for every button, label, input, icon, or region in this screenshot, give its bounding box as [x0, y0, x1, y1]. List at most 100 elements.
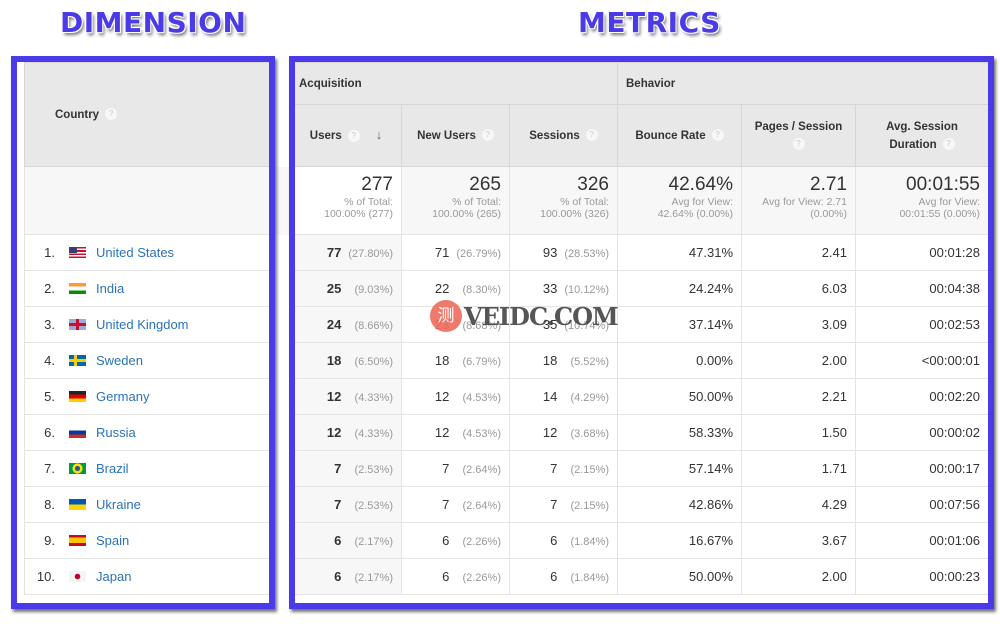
- bounce-rate-cell: 50.00%: [617, 558, 742, 595]
- row-rank: 5.: [44, 389, 55, 404]
- country-cell: 10. Japan: [24, 558, 271, 595]
- users-cell: 6 (2.17%): [290, 522, 402, 559]
- country-cell: 8. Ukraine: [24, 486, 271, 523]
- flag-in-icon: [69, 283, 86, 294]
- new-users-cell: 18 (6.79%): [401, 342, 510, 379]
- country-cell: 3. United Kingdom: [24, 306, 271, 343]
- users-cell: 18 (6.50%): [290, 342, 402, 379]
- row-rank: 10.: [36, 569, 55, 584]
- pages-per-session-cell: 3.09: [741, 306, 856, 343]
- avg-session-duration-cell: 00:04:38: [855, 270, 989, 307]
- flag-gb-icon: [69, 319, 86, 330]
- row-rank: 1.: [44, 245, 55, 260]
- column-header-country[interactable]: Country?: [24, 62, 271, 167]
- avg-session-duration-cell: 00:02:20: [855, 378, 989, 415]
- total-new-users: 265% of Total: 100.00% (265): [401, 166, 510, 235]
- bounce-rate-cell: 58.33%: [617, 414, 742, 451]
- pages-per-session-cell: 2.41: [741, 234, 856, 271]
- total-bounce-rate: 42.64% Avg for View: 42.64% (0.00%): [617, 166, 742, 235]
- users-cell: 7 (2.53%): [290, 450, 402, 487]
- country-link[interactable]: Ukraine: [96, 497, 141, 512]
- pages-per-session-cell: 2.21: [741, 378, 856, 415]
- help-icon[interactable]: ?: [792, 138, 805, 151]
- flag-se-icon: [69, 355, 86, 366]
- column-header-avg-session-duration[interactable]: Avg. Session Duration?: [855, 104, 989, 167]
- table-row-united-kingdom: 3. United Kingdom 24 (8.66%) 23 (8.68%) 3…: [24, 306, 989, 343]
- flag-ru-icon: [69, 427, 86, 438]
- country-link[interactable]: India: [96, 281, 125, 296]
- pages-per-session-cell: 2.00: [741, 342, 856, 379]
- sessions-cell: 12 (3.68%): [509, 414, 618, 451]
- bounce-rate-cell: 0.00%: [617, 342, 742, 379]
- column-header-pages-per-session[interactable]: Pages / Session?: [741, 104, 856, 167]
- country-cell: 2. India: [24, 270, 271, 307]
- country-cell: 9. Spain: [24, 522, 271, 559]
- sessions-cell: 33 (10.12%): [509, 270, 618, 307]
- new-users-cell: 12 (4.53%): [401, 414, 510, 451]
- pages-per-session-cell: 3.67: [741, 522, 856, 559]
- users-cell: 25 (9.03%): [290, 270, 402, 307]
- pages-per-session-cell: 2.00: [741, 558, 856, 595]
- row-rank: 9.: [44, 533, 55, 548]
- table-row-japan: 10. Japan 6 (2.17%) 6 (2.26%) 6 (1.84%) 5…: [24, 558, 989, 595]
- users-cell: 77 (27.80%): [290, 234, 402, 271]
- help-icon[interactable]: ?: [481, 129, 494, 142]
- group-header-behavior: Behavior: [617, 62, 989, 105]
- country-link[interactable]: Japan: [96, 569, 132, 584]
- new-users-cell: 7 (2.64%): [401, 450, 510, 487]
- users-cell: 12 (4.33%): [290, 378, 402, 415]
- avg-session-duration-cell: 00:02:53: [855, 306, 989, 343]
- sessions-cell: 18 (5.52%): [509, 342, 618, 379]
- country-link[interactable]: Brazil: [96, 461, 129, 476]
- country-link[interactable]: Spain: [96, 533, 130, 548]
- avg-session-duration-cell: <00:00:01: [855, 342, 989, 379]
- country-cell: 4. Sweden: [24, 342, 271, 379]
- sessions-cell: 14 (4.29%): [509, 378, 618, 415]
- table-row-ukraine: 8. Ukraine 7 (2.53%) 7 (2.64%) 7 (2.15%) …: [24, 486, 989, 523]
- new-users-cell: 12 (4.53%): [401, 378, 510, 415]
- new-users-cell: 71 (26.79%): [401, 234, 510, 271]
- help-icon[interactable]: ?: [585, 129, 598, 142]
- metrics-annotation-label: METRICS: [578, 6, 721, 39]
- flag-ua-icon: [69, 499, 86, 510]
- column-header-users[interactable]: Users? ↓: [290, 104, 402, 167]
- country-cell: 7. Brazil: [24, 450, 271, 487]
- help-icon[interactable]: ?: [347, 129, 360, 142]
- bounce-rate-cell: 57.14%: [617, 450, 742, 487]
- table-row-spain: 9. Spain 6 (2.17%) 6 (2.26%) 6 (1.84%) 16…: [24, 522, 989, 559]
- pages-per-session-cell: 4.29: [741, 486, 856, 523]
- avg-session-duration-cell: 00:00:02: [855, 414, 989, 451]
- country-cell: 5. Germany: [24, 378, 271, 415]
- bounce-rate-cell: 37.14%: [617, 306, 742, 343]
- column-header-bounce-rate[interactable]: Bounce Rate?: [617, 104, 742, 167]
- total-pages-per-session: 2.71 Avg for View: 2.71 (0.00%): [741, 166, 856, 235]
- help-icon[interactable]: ?: [711, 129, 724, 142]
- sessions-cell: 93 (28.53%): [509, 234, 618, 271]
- help-icon[interactable]: ?: [942, 138, 955, 151]
- help-icon[interactable]: ?: [105, 108, 118, 121]
- country-cell: 6. Russia: [24, 414, 271, 451]
- country-link[interactable]: Russia: [96, 425, 136, 440]
- flag-jp-icon: [69, 571, 86, 582]
- sort-descending-icon[interactable]: ↓: [375, 127, 383, 142]
- bounce-rate-cell: 16.67%: [617, 522, 742, 559]
- table-row-united-states: 1. United States 77 (27.80%) 71 (26.79%) …: [24, 234, 989, 271]
- total-users: 277% of Total: 100.00% (277): [290, 166, 402, 235]
- bounce-rate-cell: 50.00%: [617, 378, 742, 415]
- column-header-sessions[interactable]: Sessions?: [509, 104, 618, 167]
- total-avg-session-duration: 00:01:55 Avg for View: 00:01:55 (0.00%): [855, 166, 989, 235]
- country-link[interactable]: Sweden: [96, 353, 143, 368]
- sessions-cell: 7 (2.15%): [509, 486, 618, 523]
- avg-session-duration-cell: 00:01:28: [855, 234, 989, 271]
- sessions-cell: 35 (10.74%): [509, 306, 618, 343]
- flag-us-icon: [69, 247, 86, 258]
- bounce-rate-cell: 47.31%: [617, 234, 742, 271]
- column-header-new-users[interactable]: New Users?: [401, 104, 510, 167]
- row-rank: 7.: [44, 461, 55, 476]
- users-cell: 12 (4.33%): [290, 414, 402, 451]
- country-link[interactable]: United Kingdom: [96, 317, 189, 332]
- country-link[interactable]: Germany: [96, 389, 150, 404]
- new-users-cell: 6 (2.26%): [401, 522, 510, 559]
- country-link[interactable]: United States: [96, 245, 175, 260]
- users-cell: 24 (8.66%): [290, 306, 402, 343]
